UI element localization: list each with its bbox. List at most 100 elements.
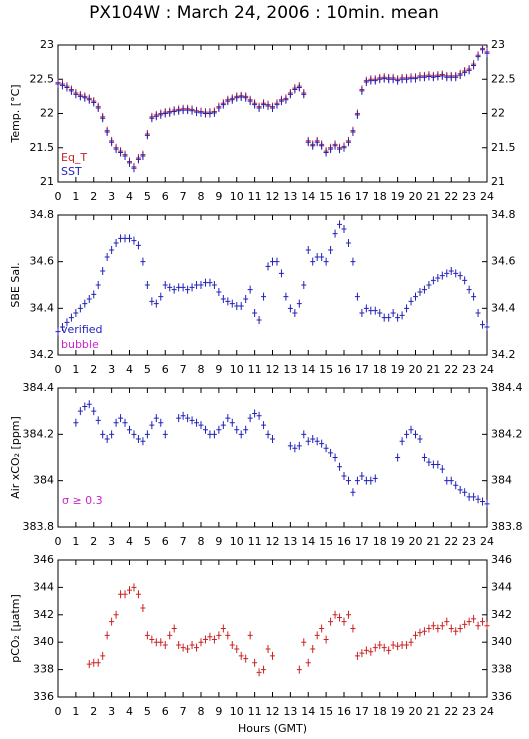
- data-point: [176, 283, 182, 292]
- data-point: [265, 645, 271, 654]
- data-point: [86, 400, 92, 409]
- data-point: [368, 476, 374, 485]
- data-point: [194, 418, 200, 427]
- data-point: [265, 101, 271, 110]
- y-tick-label: 34.8: [30, 208, 55, 221]
- data-point: [149, 635, 155, 644]
- x-tick-label: 7: [180, 190, 187, 203]
- data-point: [167, 108, 173, 117]
- x-tick-label: 18: [373, 190, 387, 203]
- data-point: [64, 83, 70, 92]
- data-point: [377, 75, 383, 84]
- data-point: [189, 283, 195, 292]
- data-point: [439, 621, 445, 630]
- data-point: [185, 285, 191, 294]
- data-point: [104, 631, 110, 640]
- data-point: [158, 418, 164, 427]
- data-point: [127, 586, 132, 595]
- x-tick-label: 5: [144, 705, 151, 718]
- data-point: [104, 253, 110, 261]
- data-point: [462, 276, 468, 285]
- data-point: [435, 274, 441, 282]
- data-point: [466, 617, 472, 626]
- x-tick-label: 9: [215, 705, 222, 718]
- data-point: [328, 145, 334, 154]
- data-point: [198, 281, 204, 289]
- data-point: [131, 583, 137, 592]
- data-point: [158, 638, 164, 647]
- data-point: [345, 239, 351, 247]
- data-point: [176, 640, 182, 649]
- x-tick-label: 6: [162, 363, 169, 376]
- x-tick-label: 1: [72, 535, 79, 548]
- data-point: [229, 418, 235, 427]
- data-point: [252, 658, 258, 667]
- data-point: [202, 109, 208, 118]
- x-tick-label: 12: [266, 190, 280, 203]
- data-point: [238, 302, 244, 310]
- legend-label: Eq_T: [61, 151, 87, 164]
- data-point: [185, 414, 191, 423]
- data-point: [109, 430, 115, 439]
- x-tick-label: 14: [301, 535, 315, 548]
- data-point: [265, 262, 271, 271]
- y-tick-label: 34.2: [30, 348, 55, 361]
- y-axis-label: SBE Sal.: [9, 262, 22, 307]
- x-tick-label: 17: [355, 363, 369, 376]
- x-tick-label: 3: [108, 190, 115, 203]
- data-point: [86, 660, 92, 669]
- data-point: [68, 86, 74, 95]
- data-point: [265, 430, 271, 439]
- data-point: [135, 434, 141, 443]
- x-tick-label: 9: [215, 190, 222, 203]
- data-point: [211, 108, 217, 117]
- data-point: [292, 444, 298, 453]
- data-point: [149, 421, 155, 430]
- y-tick-label: 338: [491, 663, 512, 676]
- x-tick-label: 0: [55, 535, 62, 548]
- data-point: [457, 485, 463, 494]
- plot-frame: [57, 214, 488, 356]
- data-point: [207, 278, 213, 287]
- data-point: [323, 148, 329, 157]
- data-point: [180, 283, 186, 292]
- data-point: [390, 75, 396, 84]
- data-point: [435, 72, 441, 81]
- x-tick-label: 8: [198, 190, 205, 203]
- data-point: [314, 631, 320, 640]
- x-tick-label: 6: [162, 190, 169, 203]
- x-tick-label: 2: [90, 363, 97, 376]
- data-point: [55, 327, 61, 336]
- data-point: [359, 649, 365, 658]
- data-point: [341, 143, 347, 152]
- data-point: [296, 665, 302, 674]
- data-point: [408, 297, 414, 306]
- data-point: [216, 631, 222, 640]
- data-point: [252, 309, 258, 317]
- y-tick-label: 384: [491, 474, 512, 487]
- data-point: [430, 621, 436, 630]
- data-point: [395, 76, 401, 85]
- data-point: [444, 617, 450, 626]
- data-point: [395, 642, 401, 651]
- data-point: [354, 651, 360, 660]
- data-point: [345, 138, 351, 147]
- data-point: [91, 98, 97, 107]
- x-tick-label: 7: [180, 705, 187, 718]
- data-point: [341, 617, 347, 626]
- data-point: [408, 74, 414, 83]
- data-point: [296, 83, 302, 92]
- data-point: [345, 610, 351, 619]
- data-point: [194, 108, 200, 117]
- data-point: [207, 430, 213, 439]
- data-point: [287, 441, 293, 450]
- data-point: [153, 414, 159, 423]
- data-point: [310, 645, 316, 654]
- data-point: [252, 409, 258, 418]
- data-point: [216, 425, 222, 434]
- data-point: [462, 68, 468, 77]
- data-point: [113, 418, 119, 427]
- y-tick-label: 346: [491, 553, 512, 566]
- x-tick-label: 6: [162, 705, 169, 718]
- data-point: [278, 269, 284, 278]
